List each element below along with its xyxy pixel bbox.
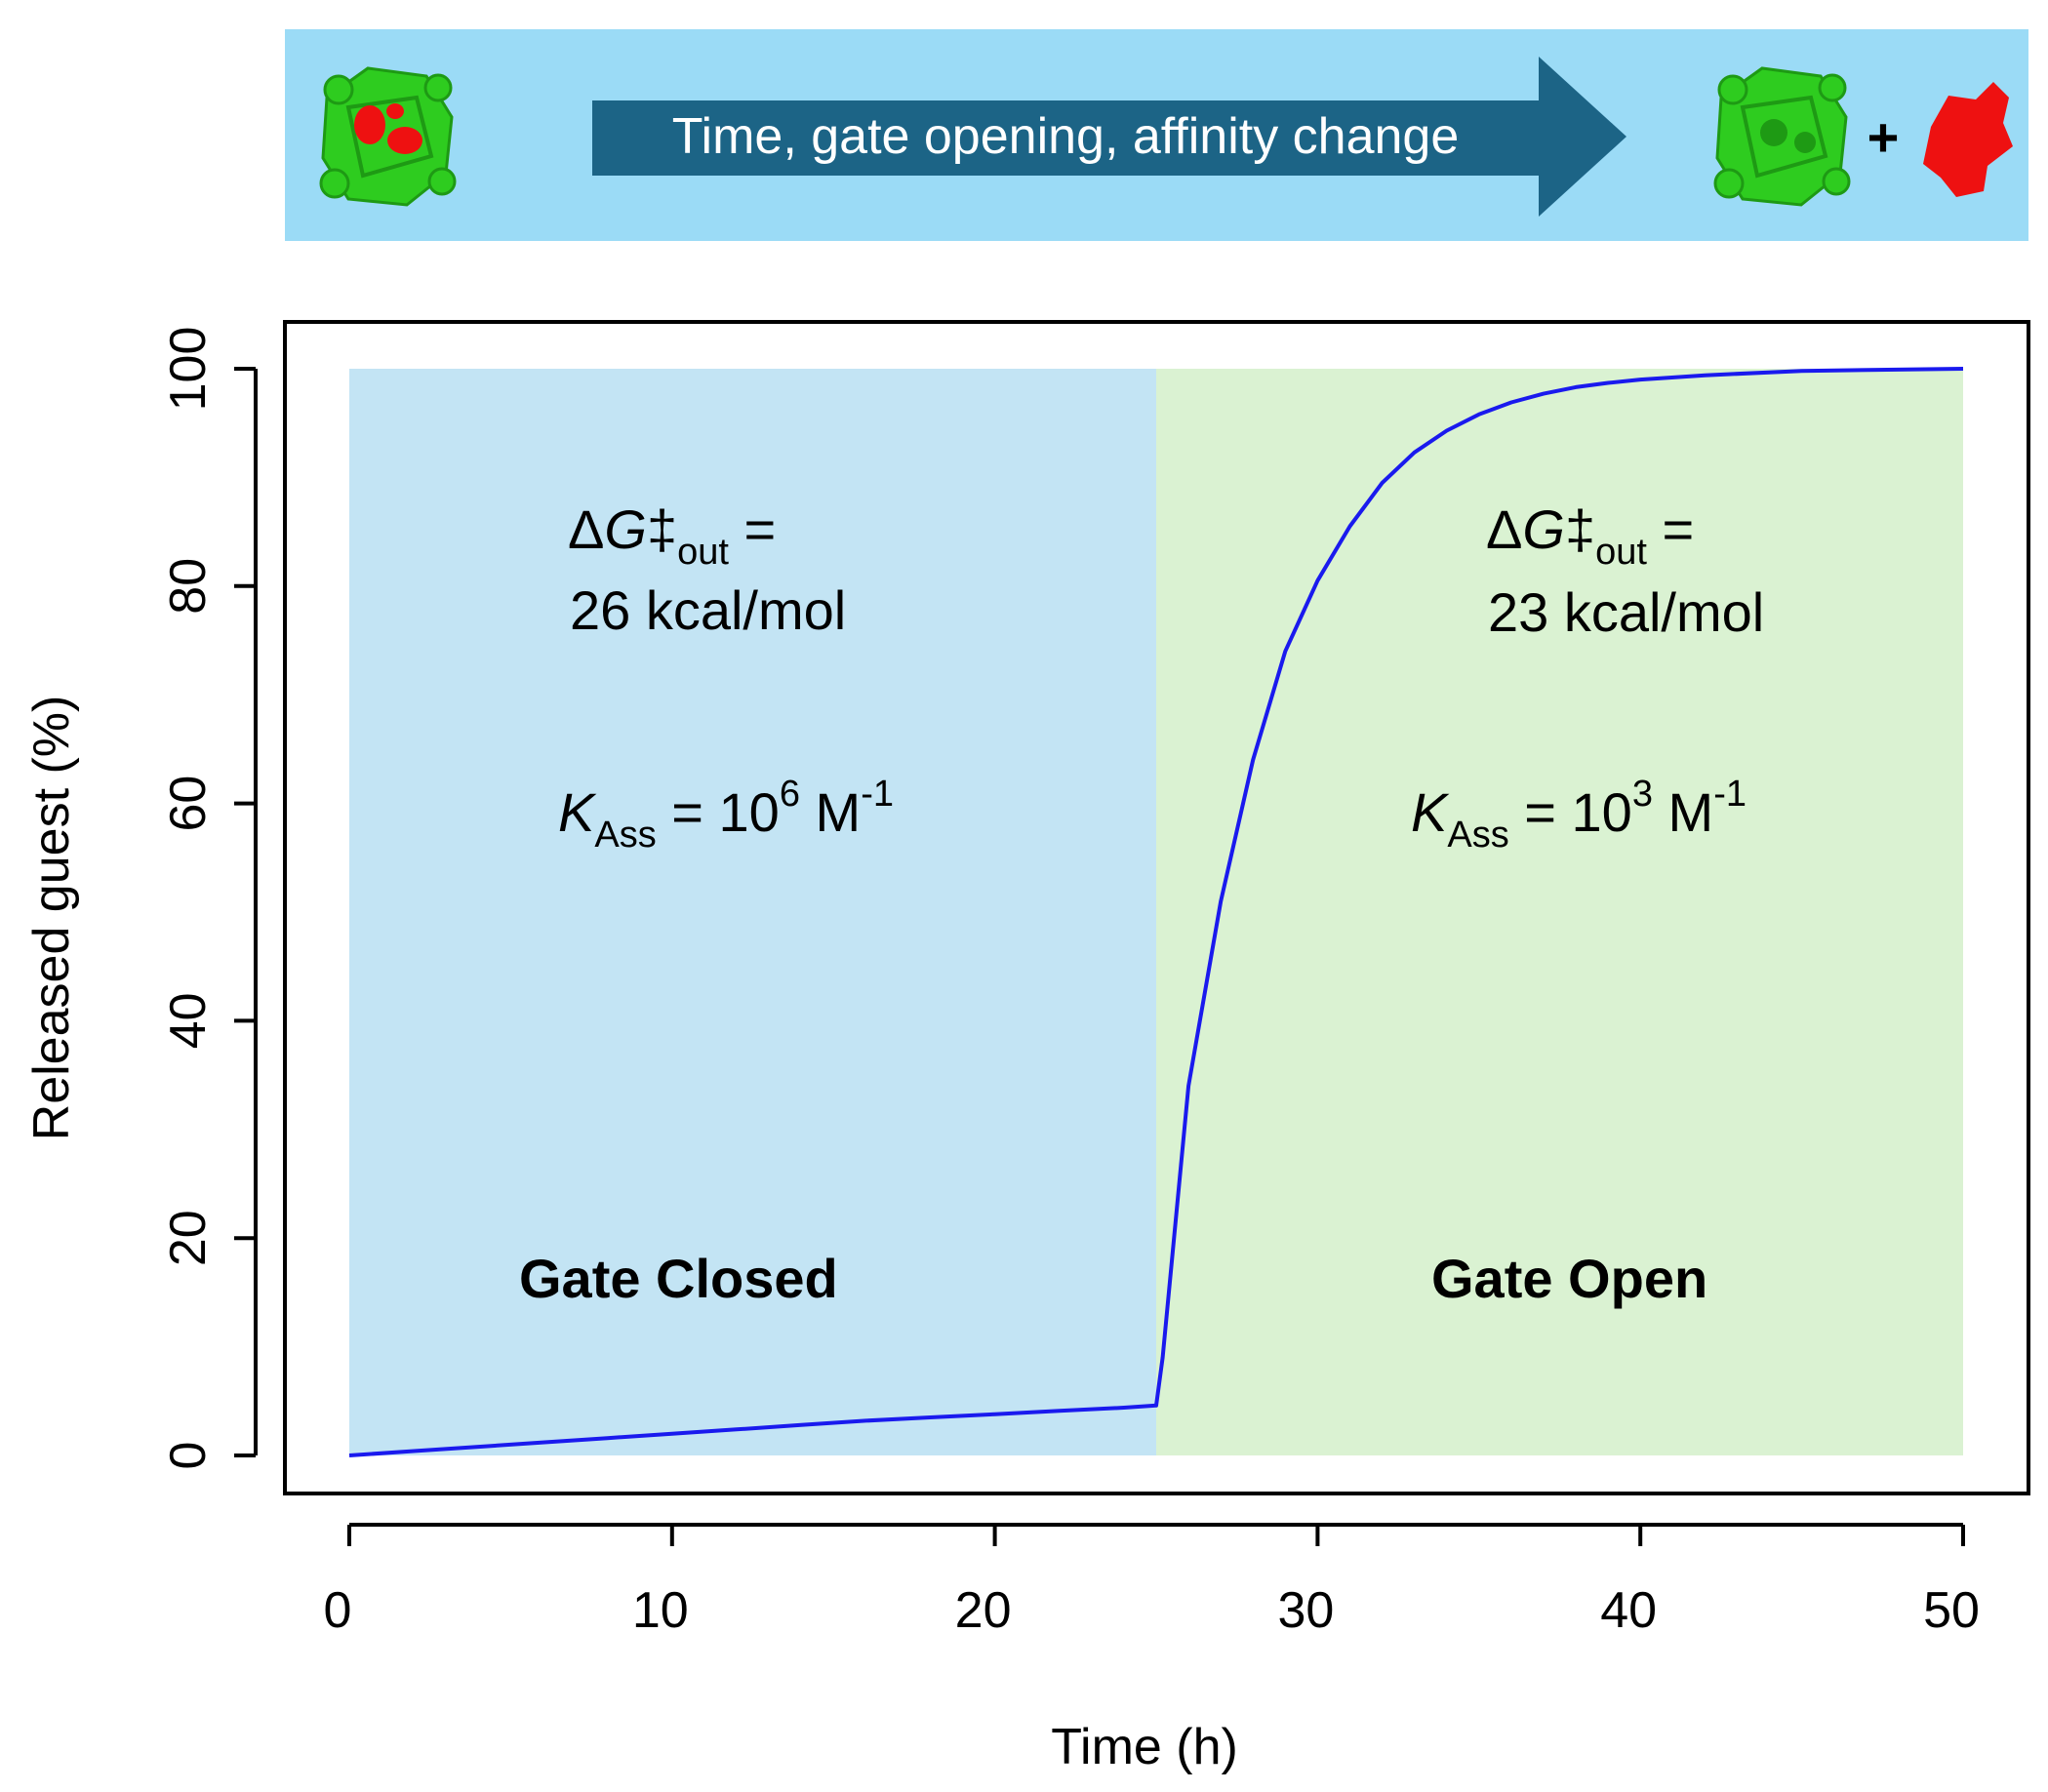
series-layer	[348, 367, 1964, 1457]
region-label-gate-closed: Gate Closed	[519, 1248, 838, 1309]
series-line-0	[348, 367, 1964, 1457]
y-tick-label: 80	[160, 558, 217, 615]
process-banner: Time, gate opening, affinity change +	[285, 29, 2028, 241]
y-axis-label: Released guest (%)	[23, 696, 80, 1141]
plus-sign: +	[1867, 106, 1900, 168]
cage-with-guest-icon	[319, 66, 457, 207]
x-tick-label: 0	[324, 1582, 352, 1639]
open-delta-g-value: 23 kcal/mol	[1488, 581, 1765, 643]
x-tick-label: 10	[632, 1582, 689, 1639]
y-tick-label: 0	[160, 1442, 217, 1470]
y-tick-label: 100	[160, 327, 217, 412]
x-tick-label: 30	[1277, 1582, 1334, 1639]
x-axis: 0 10 20 30 40 50	[324, 1523, 1980, 1639]
plot-frame	[283, 320, 2030, 1495]
shaded-regions	[349, 369, 1963, 1455]
closed-delta-g-annotation: ΔG‡out =	[568, 498, 777, 573]
y-tick-label: 60	[160, 776, 217, 832]
region-label-gate-open: Gate Open	[1431, 1248, 1708, 1309]
closed-k-ass-annotation: KAss = 106 M-1	[558, 774, 894, 856]
open-delta-g-annotation: ΔG‡out =	[1486, 498, 1695, 573]
process-arrow: Time, gate opening, affinity change	[592, 57, 1626, 217]
y-tick-label: 20	[160, 1210, 217, 1266]
closed-delta-g-value: 26 kcal/mol	[570, 579, 847, 641]
x-tick-label: 50	[1923, 1582, 1980, 1639]
region-gate-open	[1156, 369, 1963, 1455]
x-tick-label: 40	[1600, 1582, 1657, 1639]
y-axis: 0 20 40 60 80 100	[160, 327, 258, 1470]
x-tick-label: 20	[955, 1582, 1012, 1639]
region-gate-closed	[349, 369, 1156, 1455]
x-axis-label: Time (h)	[1051, 1719, 1238, 1775]
guest-molecule-icon	[1923, 82, 2013, 197]
y-tick-label: 40	[160, 992, 217, 1049]
arrow-label: Time, gate opening, affinity change	[672, 108, 1460, 165]
empty-cage-icon	[1713, 66, 1851, 207]
open-k-ass-annotation: KAss = 103 M-1	[1411, 774, 1747, 856]
